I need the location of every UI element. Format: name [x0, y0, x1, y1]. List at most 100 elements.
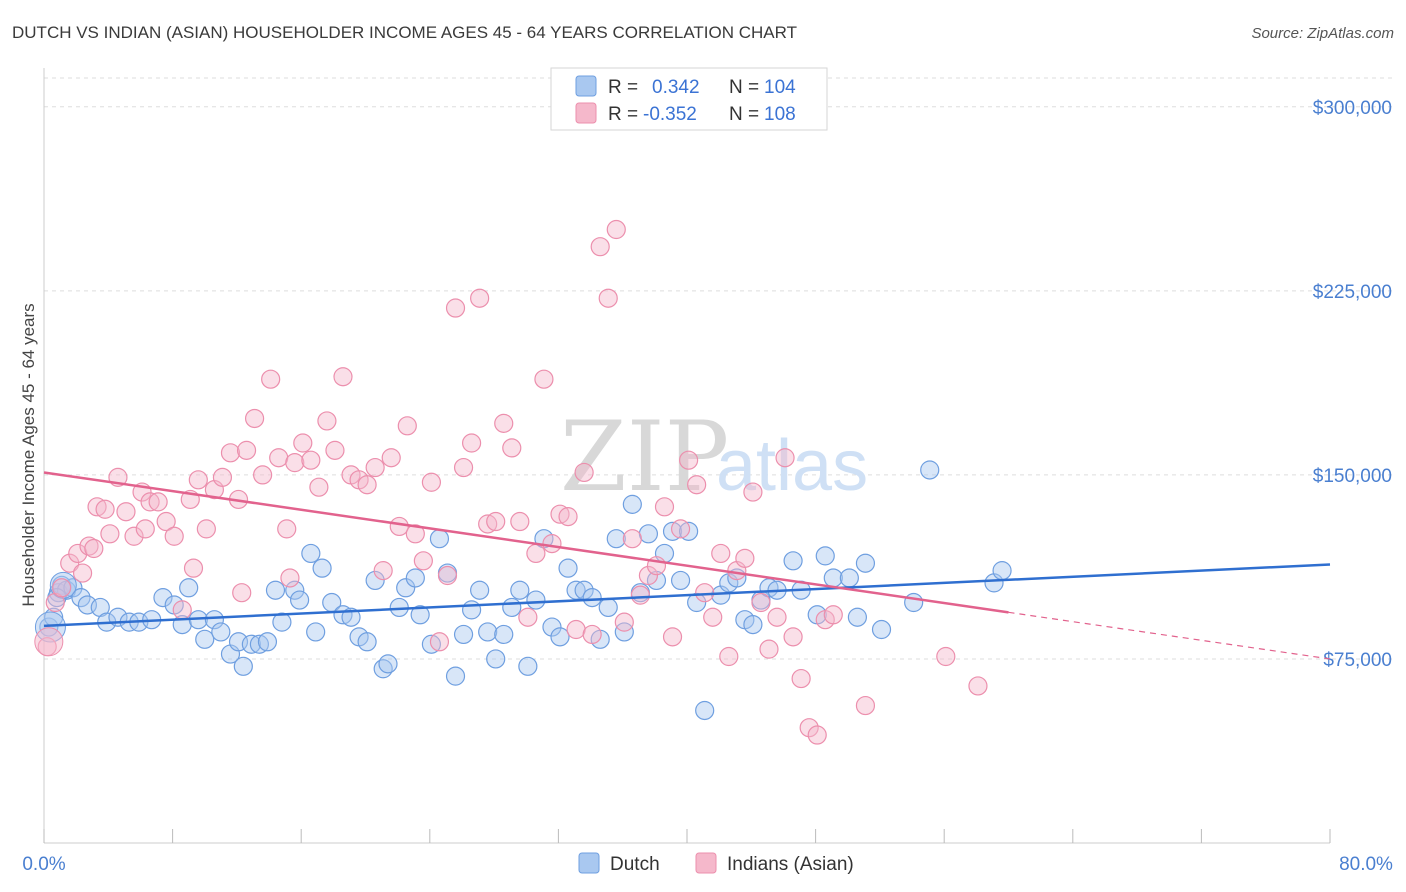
indian-point: [453, 457, 474, 478]
indian-point: [236, 440, 257, 460]
indian-point: [630, 585, 650, 605]
y-axis-label: Householder Income Ages 45 - 64 years: [19, 303, 38, 606]
dutch-trend-line: [43, 563, 1331, 628]
dutch-point: [378, 654, 398, 674]
indian-point: [550, 504, 570, 524]
legend-indian-label: Indians (Asian): [727, 854, 854, 875]
dutch-point: [871, 619, 892, 640]
indian-point: [936, 646, 956, 667]
dutch-r-value: 0.342: [652, 77, 700, 98]
dutch-point: [510, 580, 530, 600]
indian-point: [775, 448, 795, 468]
indian-point: [526, 543, 546, 564]
indian-trend-line: [43, 471, 1009, 614]
dutch-point: [211, 622, 231, 642]
indian-point: [269, 448, 289, 468]
indian-point: [670, 519, 691, 539]
indian-point: [582, 624, 602, 645]
dutch-point: [249, 634, 270, 654]
indian-trend-extension: [1008, 611, 1331, 660]
indian-point: [494, 413, 514, 433]
dutch-point: [272, 612, 292, 632]
axes: [43, 68, 1331, 844]
x-tick-label: 0.0%: [22, 854, 65, 875]
dutch-point: [695, 700, 715, 721]
indian-point: [823, 605, 843, 625]
dutch-point: [410, 605, 430, 625]
indian-point: [799, 718, 819, 738]
dutch-n-value: 104: [764, 77, 796, 98]
indian-point: [622, 529, 642, 549]
dutch-point: [312, 558, 332, 578]
watermark-zip: ZIP: [560, 401, 729, 513]
indian-point: [52, 578, 72, 598]
indian-point: [461, 433, 482, 453]
dutch-point: [478, 622, 498, 642]
dutch-point: [679, 521, 699, 541]
indian-point: [751, 592, 771, 613]
indian-swatch: [575, 102, 597, 124]
indian-point: [429, 632, 450, 652]
indian-point: [719, 646, 739, 667]
indian-point: [590, 237, 610, 257]
dutch-points: [34, 460, 1012, 721]
indian-point: [156, 511, 176, 532]
indian-point: [301, 450, 321, 470]
indian-point: [654, 497, 675, 517]
indian-point: [606, 219, 626, 240]
indian-point: [253, 465, 273, 485]
indian-point: [558, 507, 578, 527]
dutch-point: [285, 580, 305, 600]
indian-point: [293, 433, 313, 453]
legend-indian-swatch: [695, 852, 717, 874]
dutch-point: [502, 597, 522, 618]
dutch-point: [542, 617, 562, 637]
dutch-point: [396, 578, 416, 598]
indian-point: [325, 440, 345, 460]
dutch-point: [301, 543, 321, 564]
dutch-point: [470, 580, 490, 600]
indian-point: [183, 558, 204, 578]
indian-point: [309, 477, 329, 497]
dutch-point: [920, 460, 940, 480]
dutch-point: [550, 627, 570, 647]
dutch-point: [622, 494, 642, 514]
dutch-point: [421, 634, 442, 654]
indian-point: [280, 568, 300, 588]
indian-point: [196, 519, 216, 539]
stats-legend: R = 0.342 N = 104 R = -0.352 N = 108: [550, 67, 828, 131]
indian-point: [232, 583, 252, 603]
indian-point: [148, 492, 168, 512]
indian-point: [140, 492, 160, 512]
dutch-point: [233, 656, 253, 676]
indian-point: [405, 524, 425, 544]
dutch-point: [606, 529, 626, 549]
y-tick-label: $75,000: [1323, 650, 1392, 671]
indian-point: [759, 639, 779, 659]
indian-point: [703, 607, 723, 627]
indian-point: [100, 524, 120, 544]
indian-point: [357, 475, 377, 495]
indian-point: [783, 627, 803, 647]
indian-point: [244, 408, 265, 429]
dutch-point: [257, 632, 278, 652]
indian-point: [34, 627, 64, 657]
dutch-point: [638, 524, 659, 544]
legend-dutch-swatch: [578, 852, 600, 874]
y-tick-label: $225,000: [1313, 282, 1392, 303]
indian-point: [855, 695, 876, 716]
dutch-point: [847, 607, 867, 627]
indian-point: [542, 534, 562, 554]
indian-point: [220, 443, 241, 463]
indian-point: [373, 561, 393, 581]
indian-point: [711, 543, 731, 564]
dutch-point: [357, 632, 377, 652]
indian-r-value: -0.352: [643, 104, 697, 125]
dutch-point: [445, 666, 466, 686]
indian-point: [116, 502, 136, 522]
indian-point: [574, 462, 594, 483]
indian-point: [679, 450, 699, 470]
indian-points: [34, 219, 988, 745]
indian-point: [381, 448, 401, 468]
